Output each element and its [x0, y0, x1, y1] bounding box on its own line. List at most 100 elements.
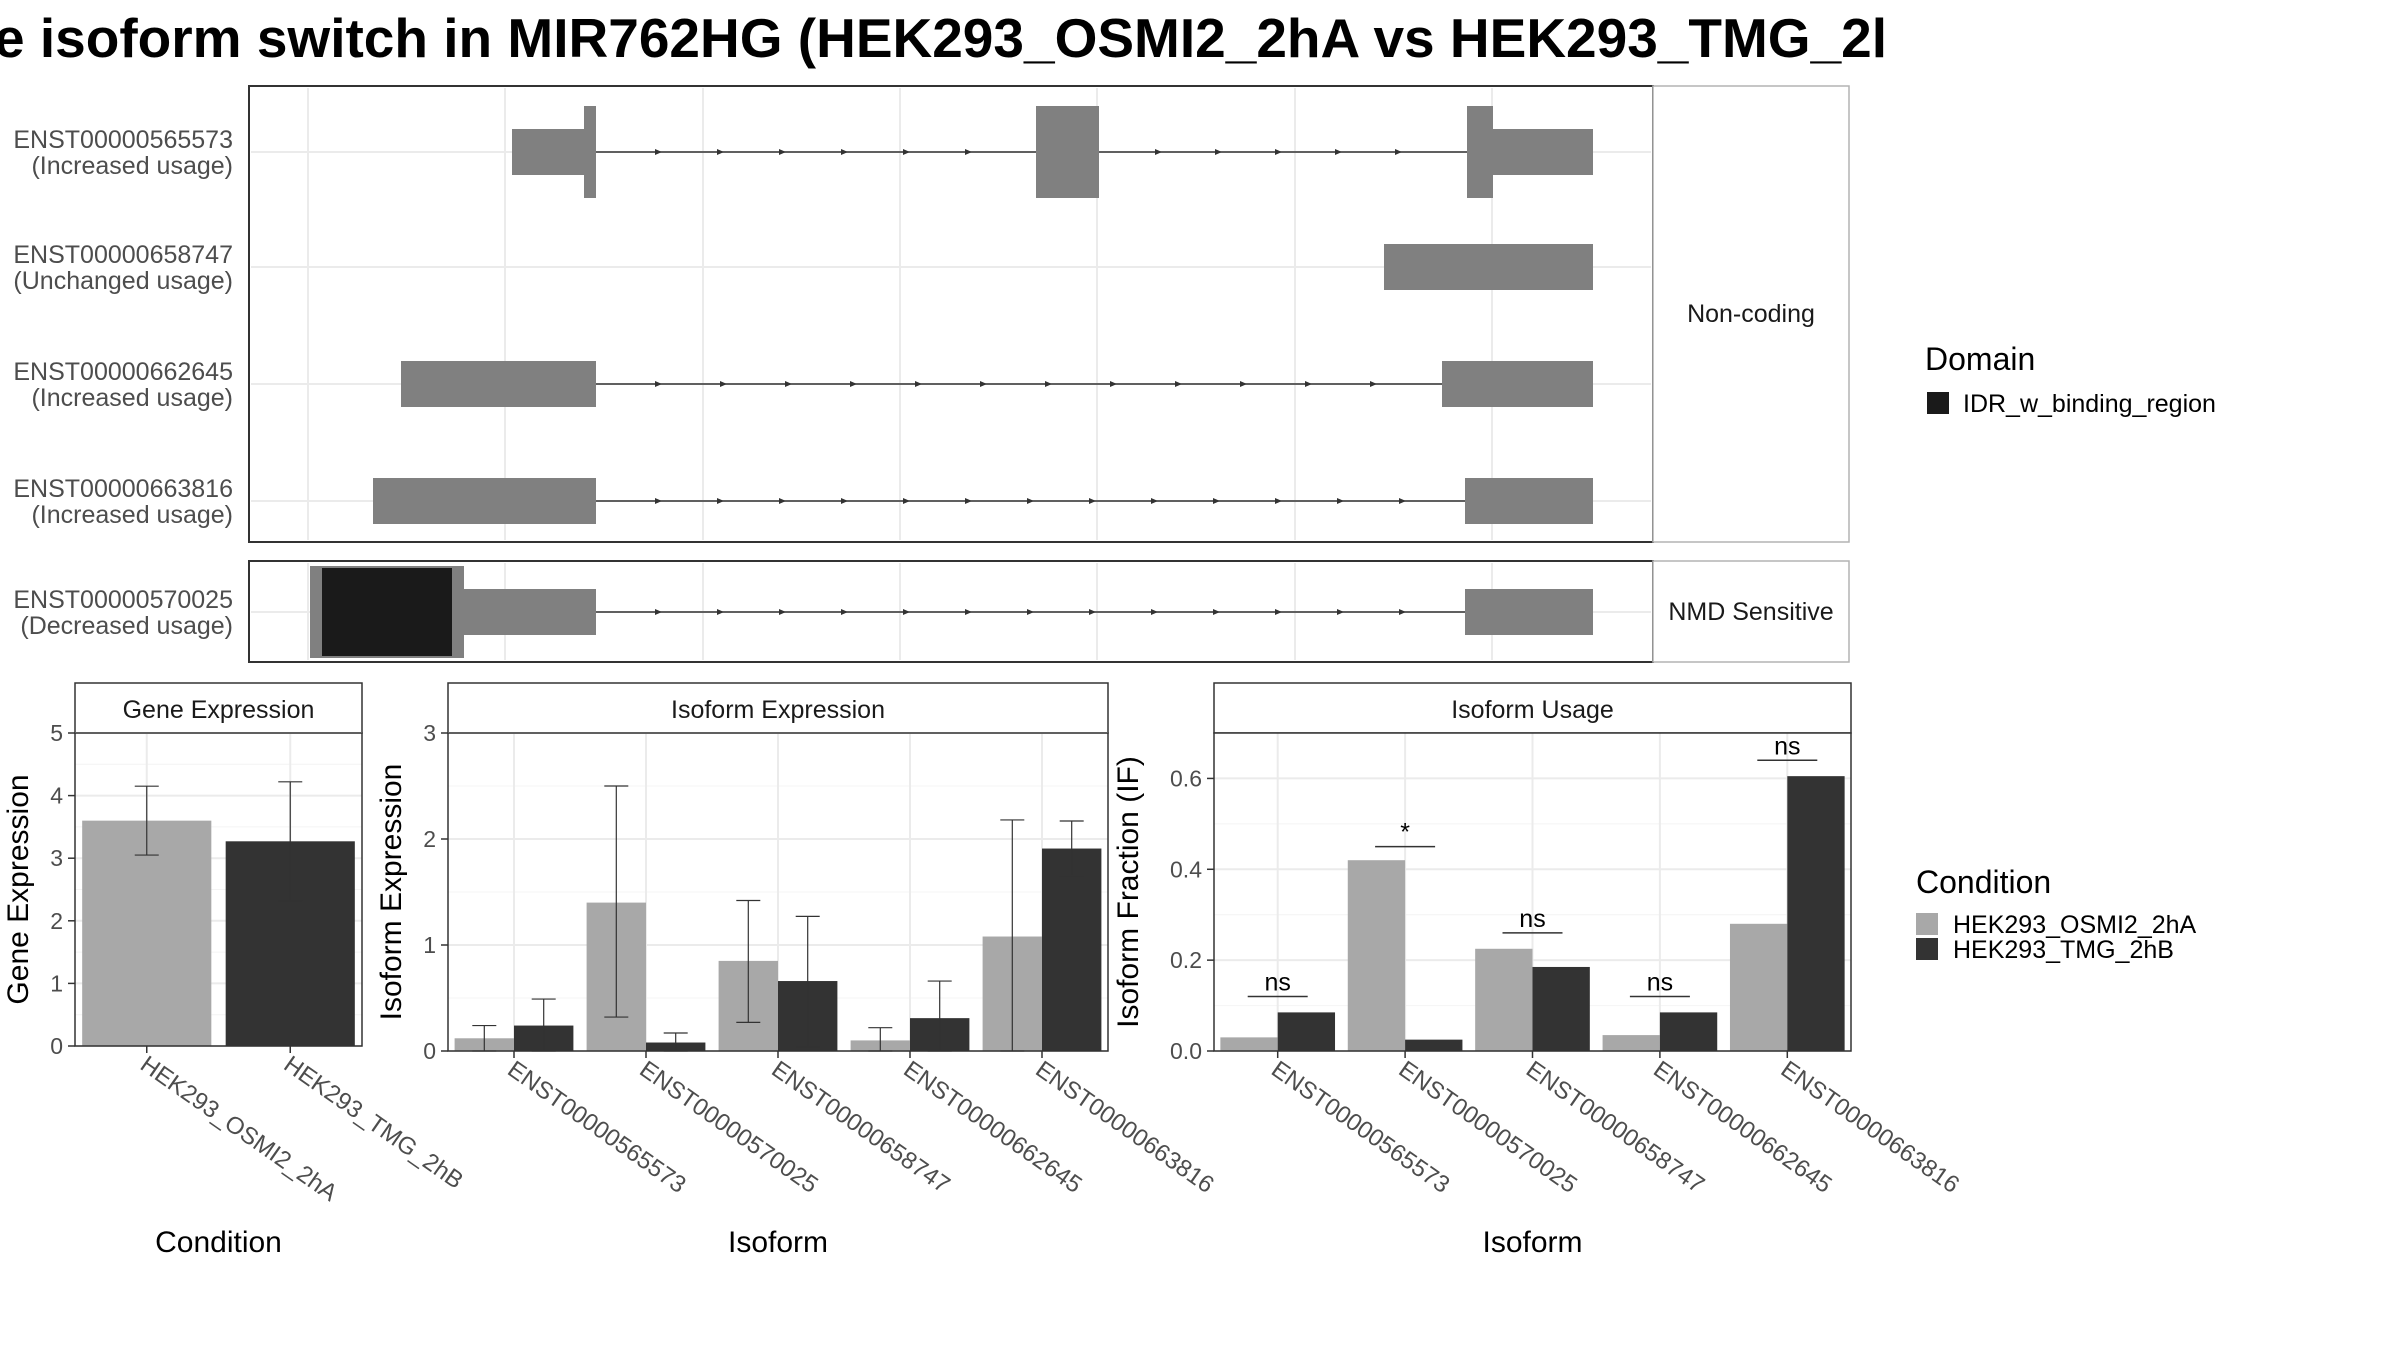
isoform-usage-chart: Isoform Usagens*nsnsns0.00.20.40.6ENST00… — [1112, 682, 1964, 1259]
panel-strip-label: Isoform Expression — [671, 696, 885, 724]
exon — [512, 129, 584, 175]
direction-arrow — [655, 609, 662, 615]
direction-arrow — [1370, 381, 1377, 387]
direction-arrow — [1027, 498, 1034, 504]
transcript-ENST00000658747 — [1384, 244, 1593, 290]
direction-arrow — [785, 381, 792, 387]
panel-strip — [447, 682, 1109, 734]
panel-strip-label: Gene Expression — [123, 696, 315, 724]
bar-ENST00000565573 — [1277, 1012, 1336, 1051]
direction-arrow — [717, 498, 724, 504]
transcript-id-label: ENST00000662645 — [13, 358, 233, 386]
exon — [1465, 589, 1593, 635]
bar-ENST00000565573 — [1220, 1037, 1278, 1051]
significance-label: ns — [1519, 905, 1545, 933]
bar-ENST00000663816 — [1787, 776, 1845, 1051]
y-tick-label: 2 — [50, 908, 63, 934]
direction-arrow — [717, 609, 724, 615]
exon — [1465, 478, 1593, 524]
significance-label: ns — [1647, 968, 1673, 996]
isoform-expression-chart: Isoform Expression0123ENST00000565573ENS… — [375, 682, 1219, 1259]
condition-legend-key-b — [1916, 938, 1938, 960]
bar-HEK293_OSMI2_2hA — [82, 820, 212, 1046]
panel-strip-label: Isoform Usage — [1451, 696, 1614, 724]
exon — [373, 478, 596, 524]
y-tick-label: 3 — [50, 845, 63, 871]
error-bar — [736, 899, 761, 1023]
direction-arrow — [1027, 609, 1034, 615]
condition-legend-item-a: HEK293_OSMI2_2hA — [1953, 911, 2197, 939]
direction-arrow — [965, 609, 972, 615]
transcript-status-label: (Decreased usage) — [20, 612, 233, 640]
domain-legend-title: Domain — [1925, 341, 2035, 377]
y-tick-label: 1 — [423, 932, 436, 958]
condition-legend-title: Condition — [1916, 864, 2051, 900]
transcript-id-label: ENST00000570025 — [13, 586, 233, 614]
direction-arrow — [1110, 381, 1117, 387]
transcript-ENST00000663816 — [373, 478, 1593, 524]
panel-strip — [74, 682, 363, 734]
bar-ENST00000658747 — [1475, 948, 1533, 1051]
strip-label-noncoding: Non-coding — [1687, 300, 1815, 328]
direction-arrow — [841, 498, 848, 504]
y-axis-title: Isoform Fraction (IF) — [1112, 756, 1145, 1028]
transcript-status-label: (Increased usage) — [31, 384, 233, 412]
significance-label: * — [1400, 819, 1410, 847]
bar-ENST00000663816 — [1042, 848, 1102, 1051]
transcript-id-label: ENST00000658747 — [13, 241, 233, 269]
exon — [584, 106, 596, 198]
direction-arrow — [1395, 149, 1402, 155]
y-tick-label: 0 — [423, 1038, 436, 1064]
y-tick-label: 0.6 — [1170, 765, 1202, 791]
significance-label: ns — [1774, 732, 1800, 760]
exon — [1442, 361, 1593, 407]
bar-ENST00000663816 — [1729, 923, 1788, 1051]
panel-strip — [1213, 682, 1852, 734]
transcript-ENST00000565573 — [512, 106, 1593, 198]
structure-transcripts — [310, 106, 1593, 658]
significance-label: ns — [1264, 968, 1290, 996]
transcript-status-label: (Unchanged usage) — [13, 267, 233, 295]
transcript-labels: ENST00000565573(Increased usage)ENST0000… — [13, 126, 233, 640]
transcript-status-label: (Increased usage) — [31, 501, 233, 529]
error-bar — [134, 785, 159, 856]
direction-arrow — [1213, 498, 1220, 504]
direction-arrow — [841, 609, 848, 615]
direction-arrow — [965, 498, 972, 504]
y-tick-label: 5 — [50, 720, 63, 746]
domain-legend-key — [1927, 392, 1949, 414]
direction-arrow — [1213, 609, 1220, 615]
figure-title: e isoform switch in MIR762HG (HEK293_OSM… — [0, 7, 1887, 69]
y-tick-label: 0 — [50, 1033, 63, 1059]
direction-arrow — [779, 149, 786, 155]
domain-legend-item: IDR_w_binding_region — [1963, 390, 2216, 418]
direction-arrow — [1151, 498, 1158, 504]
direction-arrow — [1089, 609, 1096, 615]
exon — [1384, 244, 1593, 290]
gene-structure-chart: ENST00000565573(Increased usage)ENST0000… — [13, 85, 2216, 663]
direction-arrow — [655, 149, 662, 155]
y-axis-title: Isoform Expression — [375, 764, 408, 1021]
bar-ENST00000662645 — [1602, 1035, 1660, 1051]
direction-arrow — [965, 149, 972, 155]
exon — [401, 361, 596, 407]
direction-arrow — [1399, 609, 1406, 615]
transcript-ENST00000570025 — [310, 566, 1593, 658]
domain-legend: Domain IDR_w_binding_region — [1925, 341, 2216, 418]
direction-arrow — [980, 381, 987, 387]
plot-border — [74, 732, 363, 1047]
direction-arrow — [1175, 381, 1182, 387]
exon — [1467, 106, 1493, 198]
y-tick-label: 2 — [423, 826, 436, 852]
direction-arrow — [779, 609, 786, 615]
direction-arrow — [720, 381, 727, 387]
direction-arrow — [1335, 149, 1342, 155]
bar-ENST00000570025 — [1347, 860, 1406, 1051]
direction-arrow — [1215, 149, 1222, 155]
y-axis-title: Gene Expression — [2, 774, 35, 1004]
direction-arrow — [1275, 149, 1282, 155]
strip-nmd — [1652, 560, 1850, 663]
strip-label-nmd: NMD Sensitive — [1668, 598, 1833, 626]
condition-legend: Condition HEK293_OSMI2_2hA HEK293_TMG_2h… — [1916, 864, 2197, 964]
